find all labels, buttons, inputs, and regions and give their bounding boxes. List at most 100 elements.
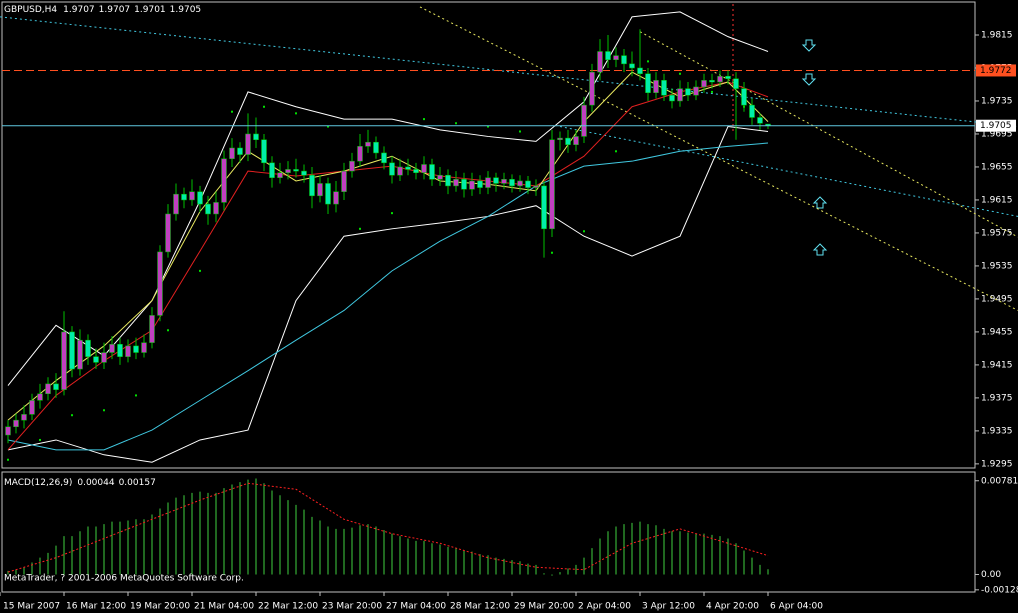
candle-body xyxy=(461,179,467,190)
candle-body xyxy=(741,88,747,106)
candle-body xyxy=(301,170,307,176)
candle-body xyxy=(277,172,283,178)
sar-dot xyxy=(615,150,617,153)
y-tick-label: 1.9415 xyxy=(981,360,1013,370)
sar-dot xyxy=(231,110,233,113)
candle-body xyxy=(141,342,147,353)
candle-body xyxy=(165,213,171,253)
sar-dot xyxy=(199,269,201,272)
candle-body xyxy=(221,158,227,203)
chart-header: GBPUSD,H4 1.9707 1.9707 1.9701 1.9705 xyxy=(4,5,201,15)
y-tick-label: 1.9375 xyxy=(981,393,1013,403)
candle-body xyxy=(125,345,131,357)
sar-dot xyxy=(103,409,105,412)
candle-body xyxy=(637,67,643,75)
candle-body xyxy=(349,160,355,172)
candle-body xyxy=(269,162,275,178)
candle-body xyxy=(5,426,11,436)
sar-dot xyxy=(39,438,41,441)
sar-dot xyxy=(327,125,329,128)
macd-last: 0.00044 xyxy=(77,478,114,488)
candle-body xyxy=(517,180,523,187)
candle-body xyxy=(109,344,115,353)
main-pane-frame xyxy=(1,1,976,469)
candle-body xyxy=(509,179,515,187)
candle-body xyxy=(589,71,595,106)
sar-dot xyxy=(71,414,73,417)
candle-body xyxy=(285,169,291,173)
signal-last: 0.00157 xyxy=(119,478,156,488)
candle-body xyxy=(693,86,699,96)
candle-body xyxy=(621,55,627,65)
candle-body xyxy=(493,177,499,184)
candle-body xyxy=(157,251,163,316)
candle-body xyxy=(93,356,99,363)
candle-body xyxy=(405,166,411,170)
candle-body xyxy=(261,139,267,164)
candle-body xyxy=(45,383,51,395)
candle-body xyxy=(397,166,403,176)
candle-body xyxy=(237,147,243,155)
x-tick-label: 21 Mar 04:00 xyxy=(194,602,254,612)
y-tick-label: 1.9695 xyxy=(981,129,1013,139)
candle-body xyxy=(701,80,707,88)
macd-y-tick-label: 0.00781 xyxy=(981,476,1018,486)
sar-dot xyxy=(167,329,169,332)
candle-body xyxy=(669,94,675,102)
candle-body xyxy=(581,104,587,137)
candle-body xyxy=(525,180,531,188)
y-tick-label: 1.9655 xyxy=(981,162,1013,172)
level-label: 1.9772 xyxy=(980,66,1012,76)
candle-body xyxy=(733,78,739,89)
candle-body xyxy=(469,180,475,190)
candle-body xyxy=(381,152,387,164)
candle-body xyxy=(629,63,635,69)
x-tick-label: 28 Mar 12:00 xyxy=(450,602,510,612)
last-close: 1.9705 xyxy=(170,5,202,15)
candle-body xyxy=(21,414,27,421)
candle-body xyxy=(413,169,419,173)
sar-dot xyxy=(295,112,297,115)
candle-body xyxy=(365,141,371,147)
candle-body xyxy=(573,136,579,145)
sar-dot xyxy=(7,458,9,461)
x-tick-label: 3 Apr 12:00 xyxy=(642,602,695,612)
candle-body xyxy=(709,80,715,83)
y-tick-label: 1.9815 xyxy=(981,30,1013,40)
candle-body xyxy=(325,183,331,205)
candle-body xyxy=(245,133,251,155)
x-tick-label: 23 Mar 20:00 xyxy=(322,602,382,612)
candle-body xyxy=(749,104,755,118)
candle-body xyxy=(205,203,211,215)
candle-body xyxy=(229,147,235,159)
bid-label-box xyxy=(976,119,1016,132)
candle-body xyxy=(101,352,107,363)
candle-body xyxy=(725,75,731,79)
candle-body xyxy=(677,88,683,102)
sar-dot xyxy=(487,125,489,128)
candle-body xyxy=(389,162,395,176)
sar-dot xyxy=(455,122,457,125)
y-tick-label: 1.9575 xyxy=(981,228,1013,238)
last-low: 1.9701 xyxy=(134,5,166,15)
indicator-line xyxy=(7,142,769,451)
candle-body xyxy=(293,169,299,172)
candle-body xyxy=(557,137,563,140)
x-tick-label: 27 Mar 04:00 xyxy=(386,602,446,612)
sar-dot xyxy=(711,90,713,93)
candle-body xyxy=(757,117,763,124)
arrow-up xyxy=(812,243,828,256)
sar-dot xyxy=(551,251,553,254)
copyright: MetaTrader, ? 2001-2006 MetaQuotes Softw… xyxy=(4,574,244,584)
sar-dot xyxy=(519,130,521,133)
candle-body xyxy=(357,146,363,162)
x-tick-label: 6 Apr 04:00 xyxy=(770,602,823,612)
arrow-down xyxy=(801,39,817,52)
candle-body xyxy=(181,193,187,201)
candle-body xyxy=(685,88,691,96)
candle-body xyxy=(253,133,259,140)
y-tick-label: 1.9735 xyxy=(981,96,1013,106)
macd-header: MACD(12,26,9) 0.00044 0.00157 xyxy=(4,478,156,488)
candle-body xyxy=(29,400,35,415)
